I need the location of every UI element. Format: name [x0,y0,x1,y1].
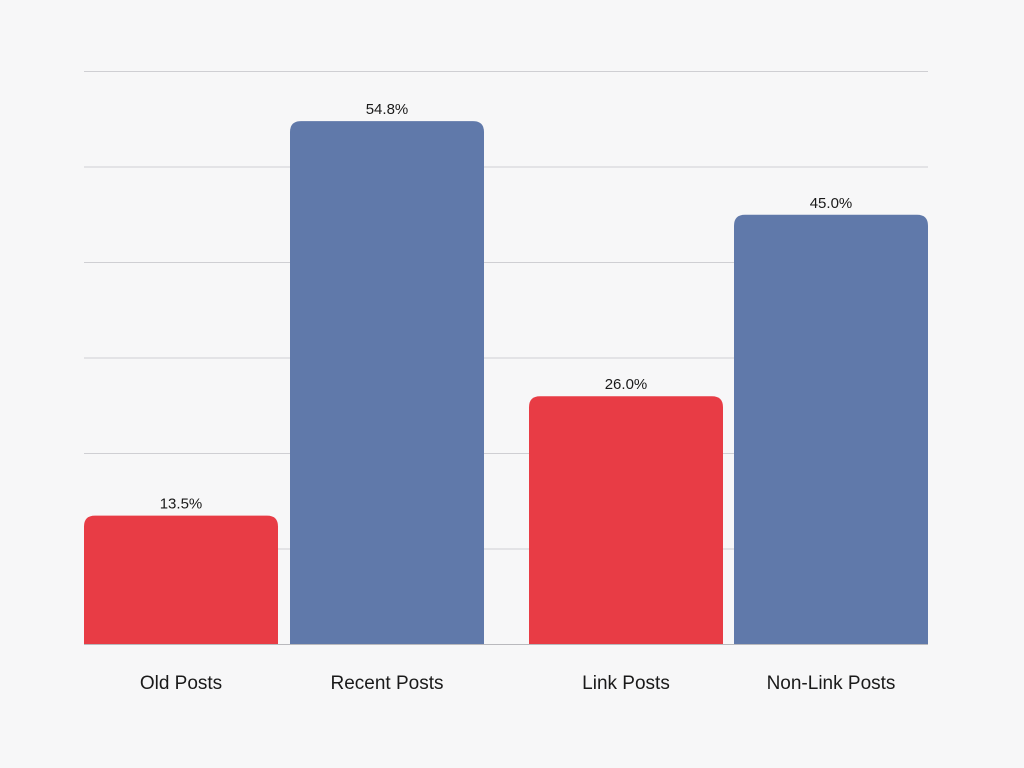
value-labels: 13.5% 54.8% 26.0% 45.0% [160,101,853,512]
category-label: Recent Posts [331,673,444,694]
category-label: Non-Link Posts [767,673,896,694]
value-label: 13.5% [160,496,203,513]
bar-old-posts [84,515,278,645]
category-label: Link Posts [582,673,670,694]
value-label: 26.0% [605,376,648,393]
bars [84,121,928,645]
category-label: Old Posts [140,673,222,694]
value-label: 54.8% [366,101,409,118]
category-labels: Old Posts Recent Posts Link Posts Non-Link … [140,673,896,694]
bar-recent-posts [290,121,484,645]
bar-non-link-posts [734,214,928,645]
bar-link-posts [529,396,723,645]
value-label: 45.0% [810,195,853,212]
